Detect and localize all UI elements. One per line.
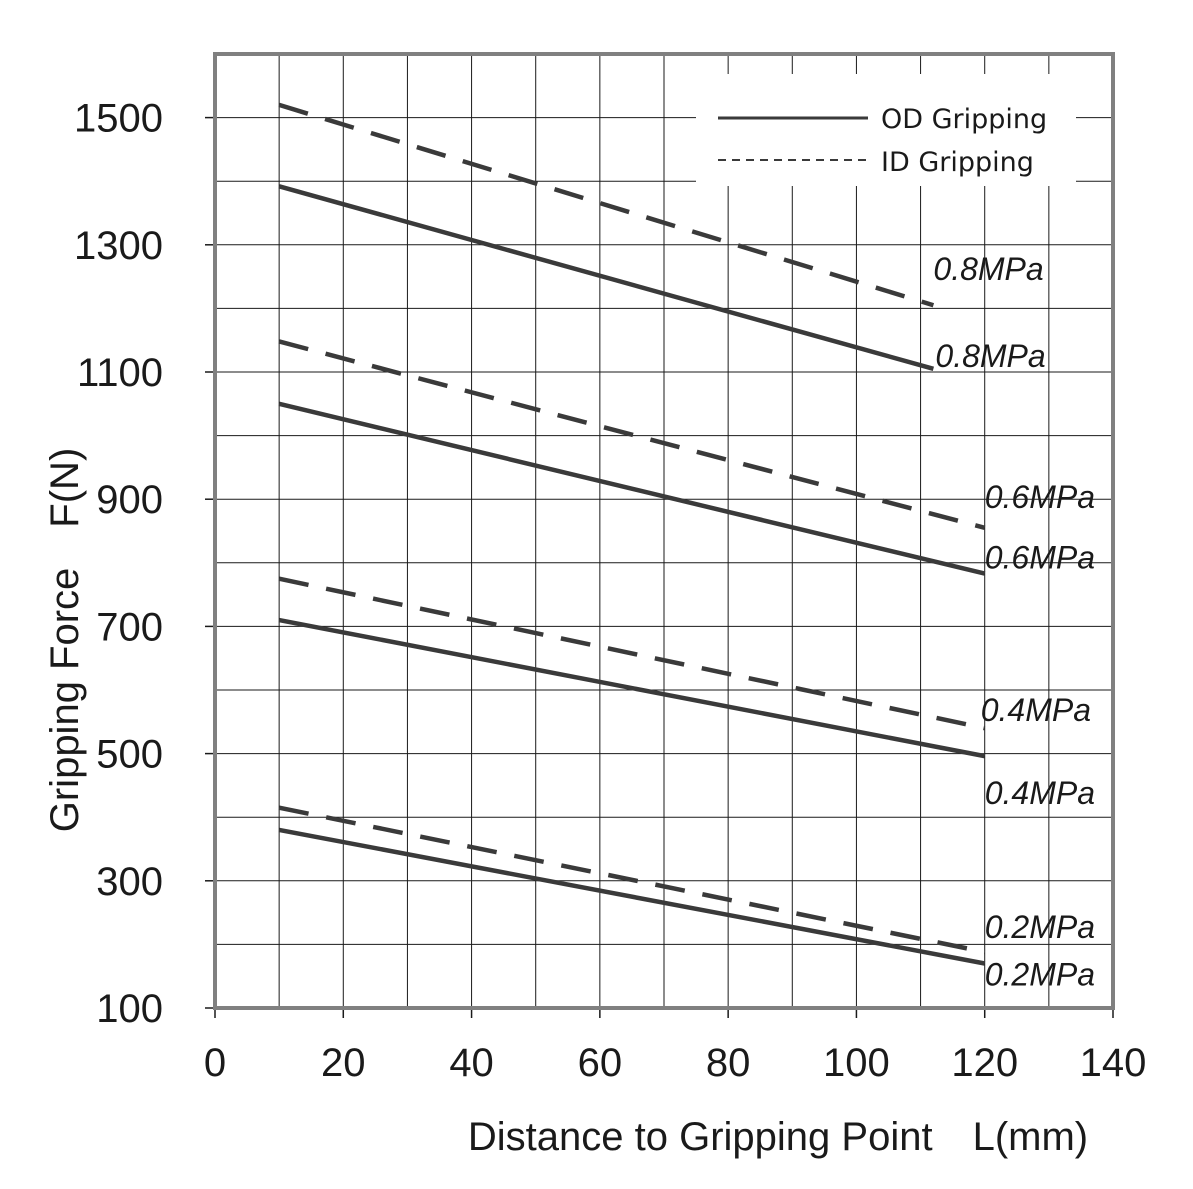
x-axis-title: Distance to Gripping Point L(mm) xyxy=(468,1115,1088,1159)
x-tick-label: 0 xyxy=(204,1041,226,1085)
x-tick-label: 100 xyxy=(823,1041,890,1085)
series-label: 0.8MPa xyxy=(933,251,1043,287)
x-tick-label: 40 xyxy=(449,1041,494,1085)
x-tick-label: 60 xyxy=(578,1041,623,1085)
y-tick-label: 900 xyxy=(96,478,163,522)
series-labels: 0.8MPa 0.8MPa 0.6MPa 0.6MPa 0.4MPa 0.4MPa 0.2M… xyxy=(933,251,1095,992)
series-label: 0.4MPa xyxy=(981,692,1091,728)
series-label: 0.2MPa xyxy=(985,956,1095,992)
legend: OD Gripping ID Gripping xyxy=(696,74,1076,186)
y-tick-label: 1100 xyxy=(77,351,163,395)
y-tick-label: 300 xyxy=(96,860,163,904)
series-label: 0.2MPa xyxy=(985,909,1095,945)
od-line-0-4mpa xyxy=(278,617,986,759)
grid xyxy=(205,53,1114,1018)
series-label: 0.4MPa xyxy=(985,775,1095,811)
id-line-0-4mpa xyxy=(278,576,986,731)
y-tick-label: 500 xyxy=(96,733,163,777)
x-tick-label: 140 xyxy=(1080,1041,1147,1085)
id-line-0-6mpa xyxy=(278,339,986,530)
y-tick-label: 100 xyxy=(96,987,163,1031)
y-axis-title: Gripping Force F(N) xyxy=(43,448,87,833)
id-line-0-8mpa xyxy=(278,102,935,308)
y-tick-label: 1300 xyxy=(74,224,163,268)
legend-od-label: OD Gripping xyxy=(881,104,1047,135)
series-group xyxy=(278,102,986,966)
series-label: 0.8MPa xyxy=(935,338,1045,374)
tick-labels: 0 20 40 60 80 100 120 140 100 300 500 700 900 1100 130… xyxy=(74,97,1146,1085)
x-tick-label: 80 xyxy=(706,1041,751,1085)
id-line-0-2mpa xyxy=(278,805,986,955)
x-tick-label: 20 xyxy=(321,1041,366,1085)
plot-frame xyxy=(213,52,1115,1010)
legend-box xyxy=(696,74,1076,186)
series-label: 0.6MPa xyxy=(985,540,1095,576)
od-line-0-6mpa xyxy=(278,401,986,576)
x-tick-label: 120 xyxy=(951,1041,1018,1085)
y-tick-label: 700 xyxy=(96,605,163,649)
od-line-0-2mpa xyxy=(278,827,986,966)
legend-id-label: ID Gripping xyxy=(881,147,1034,178)
od-line-0-8mpa xyxy=(278,184,935,371)
y-tick-label: 1500 xyxy=(74,97,163,141)
series-label: 0.6MPa xyxy=(985,479,1095,515)
